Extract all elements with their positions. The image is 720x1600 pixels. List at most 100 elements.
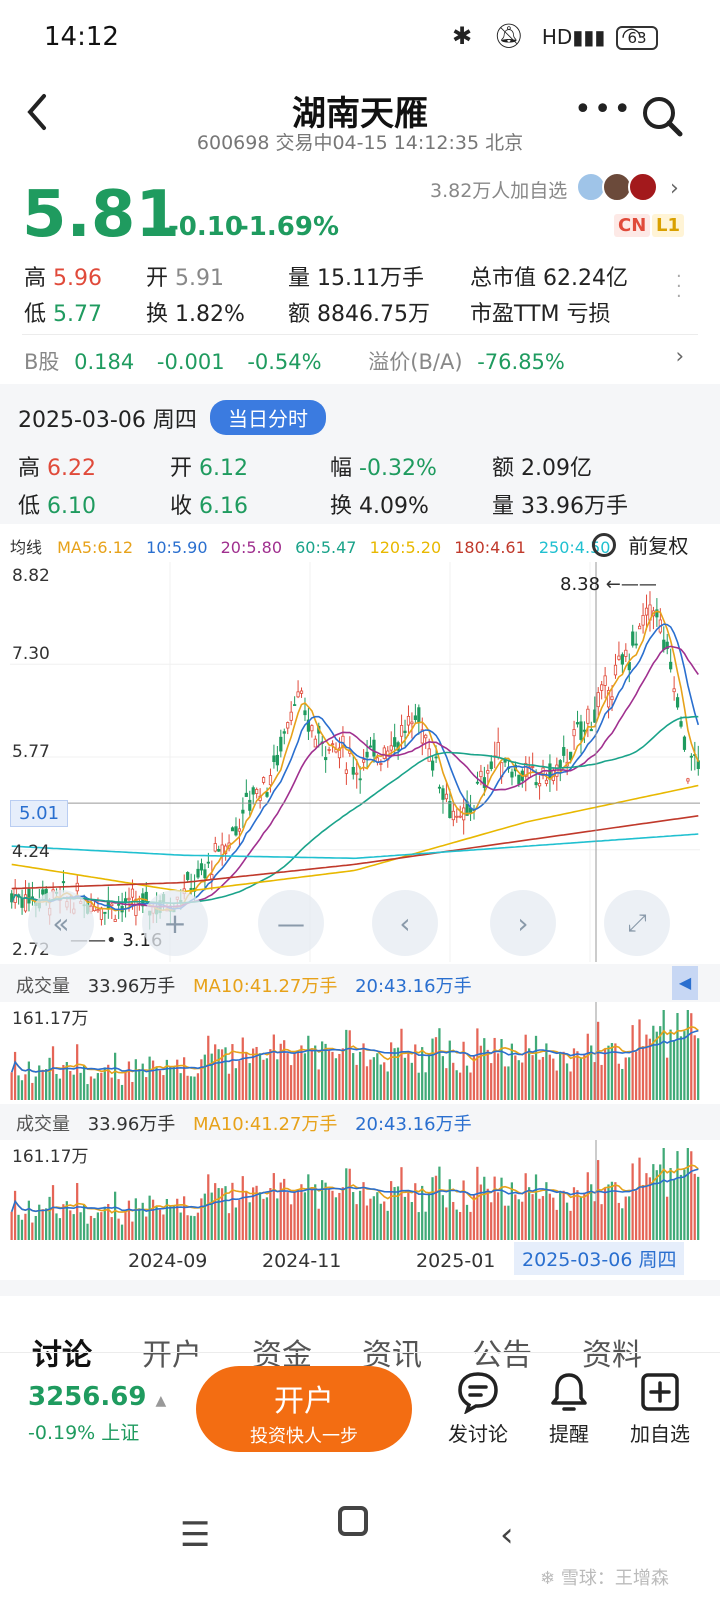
- volume-bar: [62, 1064, 65, 1100]
- tab-profile[interactable]: 资料: [582, 1338, 642, 1373]
- volume-bar: [559, 1051, 562, 1100]
- adjust-label: 前复权: [628, 534, 689, 558]
- volume-bar: [597, 1160, 600, 1240]
- volume-bar: [220, 1188, 224, 1240]
- candle: [589, 729, 593, 732]
- discuss-label: 发讨论: [448, 1422, 508, 1446]
- tab-discuss[interactable]: 讨论: [32, 1338, 92, 1373]
- kline-chart[interactable]: [10, 562, 700, 962]
- candle: [613, 664, 618, 676]
- volume-bar: [528, 1048, 531, 1100]
- volume-bar: [645, 1034, 648, 1100]
- volume-bar: [472, 1056, 476, 1100]
- volume-bar: [103, 1067, 106, 1100]
- remind-button[interactable]: 提醒: [536, 1370, 602, 1447]
- volume-bar: [169, 1066, 172, 1100]
- volume-bar: [303, 1192, 306, 1240]
- candle: [537, 783, 542, 787]
- volume-bar: [317, 1069, 320, 1100]
- day-volume: 量 33.96万手: [492, 488, 628, 520]
- volume-bar: [214, 1183, 217, 1240]
- volume-bar: [552, 1058, 555, 1100]
- volume-bar: [414, 1183, 417, 1240]
- chevron-right-icon: ›: [517, 906, 529, 940]
- scroll-left-button[interactable]: ‹: [372, 890, 438, 956]
- volume-bar: [51, 1046, 55, 1100]
- back-button[interactable]: [22, 90, 62, 138]
- volume-bar: [279, 1182, 282, 1240]
- b-share-row[interactable]: B股 0.184 -0.001 -0.54% 溢价(B/A) -76.85% ›: [24, 344, 704, 376]
- candle: [517, 774, 521, 785]
- candle: [624, 649, 628, 657]
- scroll-right-button[interactable]: ›: [490, 890, 556, 956]
- tab-announcements[interactable]: 公告: [472, 1338, 532, 1373]
- add-watchlist-button[interactable]: 加自选: [624, 1370, 696, 1447]
- open-account-button[interactable]: 开户 投资快人一步: [196, 1366, 412, 1452]
- volume-bar: [614, 1182, 617, 1240]
- chevron-right-icon[interactable]: ›: [670, 176, 679, 201]
- candle: [248, 799, 252, 811]
- zoom-in-button[interactable]: +: [142, 890, 208, 956]
- volume-bar: [628, 1196, 631, 1240]
- volume-bar: [407, 1190, 410, 1240]
- volume-bar: [76, 1183, 79, 1240]
- volume-bar: [196, 1073, 200, 1100]
- follower-avatars[interactable]: [576, 172, 662, 204]
- tab-open-account[interactable]: 开户: [142, 1338, 202, 1373]
- volume-bar: [272, 1173, 275, 1240]
- volume-ma20: 20:43.16万手: [355, 1114, 472, 1135]
- volume-bar: [614, 1043, 617, 1100]
- volume-bar: [289, 1065, 293, 1100]
- candle: [337, 747, 342, 759]
- adjust-toggle[interactable]: 前复权: [592, 530, 688, 559]
- panel-collapse-button[interactable]: ◀: [672, 966, 698, 1000]
- volume-bar: [269, 1188, 272, 1240]
- index-value[interactable]: 3256.69 ▲: [28, 1382, 166, 1412]
- volume-bar: [72, 1214, 75, 1240]
- recent-apps-button[interactable]: ☰: [180, 1515, 210, 1555]
- nav-back-button[interactable]: ‹: [500, 1515, 514, 1555]
- candle: [244, 792, 248, 797]
- volume-bar: [286, 1053, 289, 1100]
- candle: [582, 729, 587, 732]
- candle: [117, 903, 121, 906]
- volume-bar: [283, 1178, 286, 1240]
- volume-bar: [145, 1216, 148, 1240]
- search-button[interactable]: [640, 94, 684, 138]
- intraday-button[interactable]: 当日分时: [210, 400, 326, 435]
- expand-stats-icon[interactable]: · · ·: [676, 266, 682, 307]
- volume-bar: [686, 1010, 689, 1100]
- volume-bar: [503, 1066, 507, 1100]
- volume-bar: [41, 1069, 44, 1100]
- candle: [358, 778, 362, 781]
- volume-bar: [296, 1189, 300, 1240]
- candle: [27, 888, 31, 904]
- volume-bar: [24, 1213, 27, 1240]
- candle: [341, 735, 345, 748]
- more-button[interactable]: •••: [574, 92, 633, 127]
- fullscreen-button[interactable]: ⤢: [604, 890, 670, 956]
- volume-bar: [690, 1151, 693, 1240]
- volume-bar: [331, 1051, 334, 1100]
- volume-bar: [269, 1049, 272, 1100]
- followers-count[interactable]: 3.82万人加自选: [430, 180, 568, 202]
- volume-bar: [655, 1031, 658, 1100]
- stat-mktcap-label: 总市值: [470, 266, 537, 291]
- zoom-out-button[interactable]: —: [258, 890, 324, 956]
- volume-bar: [541, 1057, 545, 1100]
- scroll-left-fast-button[interactable]: «: [28, 890, 94, 956]
- discuss-button[interactable]: 发讨论: [444, 1370, 512, 1447]
- candle: [572, 729, 576, 737]
- volume-bar: [500, 1039, 503, 1100]
- chevron-left-icon: [27, 94, 46, 130]
- avatar: [628, 172, 658, 202]
- ma-line: [10, 623, 700, 911]
- volume-bar: [293, 1053, 296, 1100]
- volume-bar: [590, 1184, 593, 1240]
- volume-bar: [431, 1177, 434, 1240]
- volume-bar: [472, 1195, 476, 1240]
- ma-line: [10, 715, 699, 905]
- volume-bar: [521, 1062, 524, 1100]
- volume-bar: [379, 1203, 382, 1240]
- home-button[interactable]: [338, 1506, 368, 1536]
